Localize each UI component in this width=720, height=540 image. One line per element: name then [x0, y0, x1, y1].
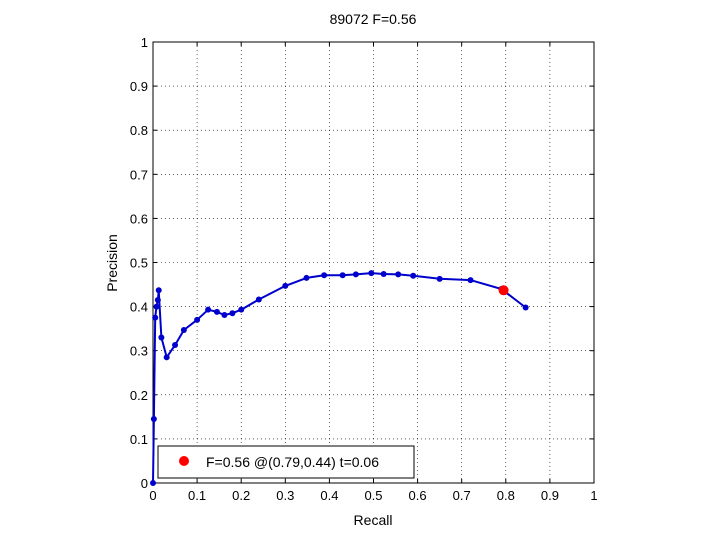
y-tick-label: 0.4 [130, 300, 148, 315]
data-point [522, 304, 529, 311]
legend-box [157, 445, 415, 479]
x-tick-label: 0 [149, 488, 156, 503]
data-point [213, 308, 220, 315]
data-point [158, 334, 165, 341]
x-tick-label: 0.3 [276, 488, 294, 503]
data-point [172, 341, 179, 348]
legend-marker [179, 456, 189, 466]
y-tick-label: 0.1 [130, 432, 148, 447]
x-axis-label: Recall [354, 512, 393, 528]
data-point [152, 314, 159, 321]
data-point [155, 287, 162, 294]
data-point [154, 296, 161, 303]
y-axis-label: Precision [104, 234, 120, 292]
x-tick-label: 0.9 [541, 488, 559, 503]
data-point [303, 274, 310, 281]
data-point [339, 272, 346, 279]
x-tick-label: 0.4 [320, 488, 338, 503]
data-point [150, 416, 157, 423]
y-tick-label: 0.5 [130, 256, 148, 271]
legend: F=0.56 @(0.79,0.44) t=0.06 [157, 445, 415, 479]
data-point [163, 354, 170, 361]
data-point [368, 270, 375, 277]
series-group [150, 270, 529, 486]
data-point [221, 311, 228, 318]
axis-ticks: 0 0.1 0.2 0.3 0.4 0.5 0.6 0.7 0.8 0.9 1 0 0.1 0.2 0.3 0… [130, 35, 598, 503]
y-tick-label: 0.2 [130, 388, 148, 403]
x-tick-label: 0.6 [409, 488, 427, 503]
data-point [238, 306, 245, 313]
y-tick-label: 0 [141, 476, 148, 491]
x-tick-label: 1 [590, 488, 597, 503]
x-tick-label: 0.2 [232, 488, 250, 503]
y-tick-label: 0.3 [130, 344, 148, 359]
data-point [395, 271, 402, 278]
data-point [194, 316, 201, 323]
data-point [153, 303, 160, 310]
data-point [205, 306, 212, 313]
grid [153, 42, 594, 483]
data-point [180, 326, 187, 333]
data-point [436, 275, 443, 282]
data-point [380, 270, 387, 277]
y-tick-label: 0.9 [130, 79, 148, 94]
data-point [352, 271, 359, 278]
data-point [282, 282, 289, 289]
x-tick-label: 0.8 [497, 488, 515, 503]
data-point [150, 480, 156, 486]
y-tick-label: 0.8 [130, 123, 148, 138]
x-tick-label: 0.7 [453, 488, 471, 503]
data-point [321, 272, 328, 279]
data-point [467, 277, 474, 284]
y-tick-label: 0.6 [130, 211, 148, 226]
y-tick-label: 0.7 [130, 167, 148, 182]
best-f-point [498, 285, 509, 296]
chart-title: 89072 F=0.56 [330, 11, 417, 27]
x-tick-label: 0.5 [364, 488, 382, 503]
y-tick-label: 1 [141, 35, 148, 50]
data-point [229, 310, 236, 317]
data-point [255, 296, 262, 303]
x-tick-label: 0.1 [188, 488, 206, 503]
data-point [410, 272, 417, 279]
legend-label: F=0.56 @(0.79,0.44) t=0.06 [206, 454, 379, 470]
